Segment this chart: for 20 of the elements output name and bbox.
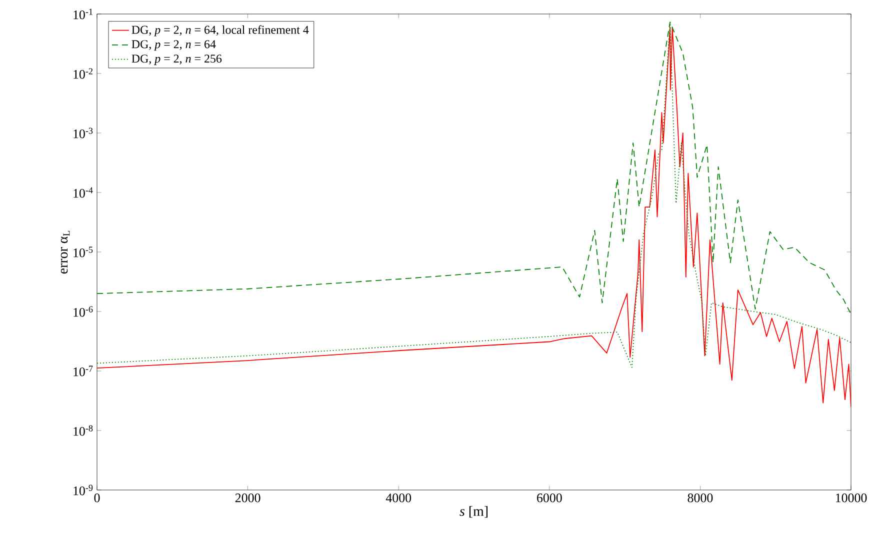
y-axis-title: error α$_{L}$	[60, 230, 70, 274]
x-axis-title: s [m]	[460, 506, 488, 518]
y-tick-label: 10$^{-4}$	[74, 187, 93, 198]
legend-label: DG, p = 2, n = 256	[132, 54, 222, 66]
legend-label: DG, p = 2, n = 64, local refinement 4	[132, 25, 309, 36]
y-tick-label: 10$^{-5}$	[74, 246, 93, 258]
legend-label: DG, p = 2, n = 64	[132, 40, 216, 51]
y-tick-label: 10$^{-2}$	[74, 68, 92, 79]
x-tick-label: 10000	[836, 494, 867, 502]
y-tick-label: 10$^{-8}$	[74, 425, 93, 436]
x-tick-label: 6000	[537, 494, 562, 502]
x-tick-label: 8000	[688, 494, 713, 502]
y-tick-label: 10$^{-9}$	[74, 484, 93, 496]
x-tick-label: 2000	[235, 494, 260, 502]
y-tick-label: 10$^{-1}$	[74, 8, 92, 20]
y-tick-label: 10$^{-6}$	[74, 306, 93, 317]
x-tick-label: 0	[94, 494, 100, 502]
y-tick-label: 10$^{-3}$	[74, 128, 93, 138]
y-tick-label: 10$^{-7}$	[74, 366, 93, 376]
x-tick-label: 4000	[386, 494, 412, 502]
